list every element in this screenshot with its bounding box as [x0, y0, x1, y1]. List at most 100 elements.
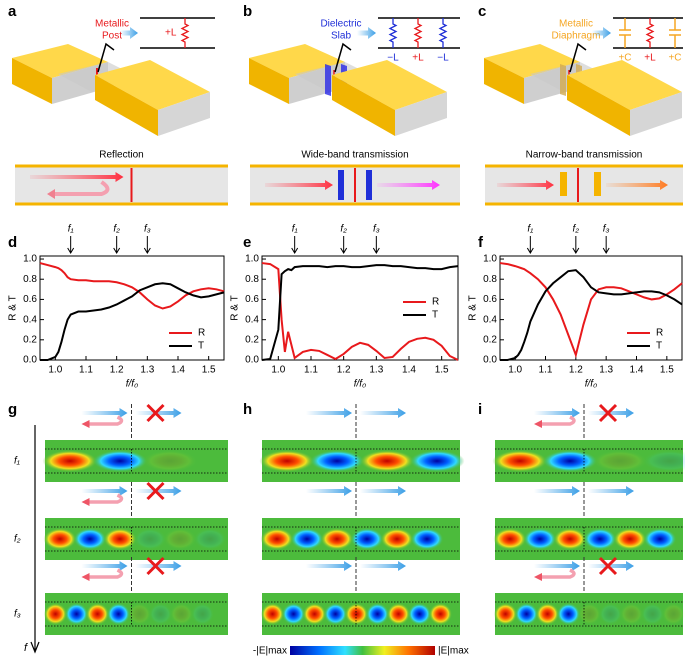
field-lobe [309, 450, 365, 472]
element-label: −L [387, 53, 399, 64]
element-label: +L [412, 53, 424, 64]
arrow-head [81, 498, 90, 506]
line-series [39, 262, 225, 310]
waveguide-side [332, 75, 395, 136]
reflected-arrow [542, 415, 576, 426]
insert-label: Slab [331, 31, 351, 42]
x-tick-label: 1.2 [337, 365, 351, 376]
field-lobe [142, 450, 198, 472]
x-tick-label: 1.5 [660, 365, 674, 376]
marker-arrow [67, 236, 75, 254]
inductor [180, 18, 190, 48]
element-label: −L [437, 53, 449, 64]
arrow [135, 561, 182, 571]
marker-arrow [113, 236, 121, 254]
line-series [500, 269, 683, 361]
arrow-head [81, 420, 90, 428]
marker-label: f₂ [573, 224, 580, 235]
arrow [497, 180, 554, 190]
field-lobe [583, 528, 617, 550]
arrow [265, 180, 333, 190]
legend-label: T [656, 341, 662, 352]
arrow [534, 561, 580, 571]
legend-label: R [432, 297, 439, 308]
marker-arrow [572, 236, 580, 254]
field-lobe [410, 528, 444, 550]
field-lobe [386, 603, 411, 625]
field-map [42, 440, 228, 482]
caption: Narrow-band transmission [526, 150, 643, 161]
arrow [30, 172, 124, 182]
block-cross [598, 556, 618, 576]
marker-arrow [143, 236, 151, 254]
marker-label: f₁ [527, 224, 533, 235]
waveguide-top [567, 60, 682, 110]
colorbar-min-label: -|E|max [253, 646, 287, 657]
x-tick-label: 1.4 [171, 365, 185, 376]
marker-label: f₃ [373, 224, 380, 235]
field-lobe [409, 450, 465, 472]
legend-label: R [198, 328, 205, 339]
marker-label: f₃ [144, 224, 151, 235]
frequency-label: f₁ [14, 456, 20, 467]
arrow-head [534, 573, 542, 581]
colorbar-max-label: |E|max [438, 646, 469, 657]
x-tick-label: 1.0 [271, 365, 285, 376]
y-tick-label: 0.0 [23, 355, 37, 366]
x-axis-label: f/f₀ [354, 379, 367, 390]
x-tick-label: 1.5 [435, 365, 449, 376]
field-lobe [407, 603, 432, 625]
field-lobe [640, 603, 665, 625]
marker-label: f₁ [292, 224, 298, 235]
x-tick-label: 1.3 [369, 365, 383, 376]
field-lobe [127, 603, 152, 625]
x-axis-label: f/f₀ [126, 379, 139, 390]
field-lobe [514, 603, 539, 625]
frequency-axis [30, 425, 40, 654]
field-lobe [106, 603, 131, 625]
waveguide-end [158, 92, 210, 136]
field-lobe [344, 603, 369, 625]
legend-label: R [656, 328, 663, 339]
arrow [135, 408, 182, 418]
arrow [360, 408, 406, 418]
field-lobe [643, 528, 677, 550]
field-lobe [92, 450, 148, 472]
field-lobe [428, 603, 453, 625]
marker-arrow [372, 236, 380, 254]
arrow [135, 486, 182, 496]
field-lobe [190, 603, 215, 625]
x-tick-label: 1.3 [599, 365, 613, 376]
panel-label: h [243, 401, 252, 418]
field-lobe [260, 528, 294, 550]
field-lobe [493, 528, 527, 550]
arrow [606, 180, 668, 190]
x-axis-label: f/f₀ [585, 379, 598, 390]
field-lobe [592, 450, 648, 472]
panel-label: d [8, 234, 17, 251]
panel-label: c [478, 3, 486, 20]
y-tick-label: 0.2 [23, 334, 37, 345]
caption: Reflection [99, 150, 143, 161]
y-tick-label: 0.2 [245, 334, 259, 345]
waveguide-top [249, 44, 345, 78]
reflected-arrow [89, 493, 124, 504]
field-map [259, 440, 465, 482]
x-tick-label: 1.1 [539, 365, 553, 376]
marker-label: f₂ [113, 224, 120, 235]
y-tick-label: 1.0 [245, 254, 259, 265]
x-tick-label: 1.4 [402, 365, 416, 376]
plot-frame [499, 255, 683, 361]
reflected-arrow [89, 568, 124, 579]
marker-label: f₂ [340, 224, 347, 235]
field-lobe [323, 603, 348, 625]
x-tick-label: 1.2 [569, 365, 583, 376]
waveguide-end [395, 92, 447, 136]
arrow [588, 486, 634, 496]
y-tick-label: 0.8 [23, 274, 37, 285]
y-tick-label: 0.4 [23, 314, 37, 325]
y-tick-label: 0.8 [245, 274, 259, 285]
reflected-arrow [55, 180, 110, 196]
block-cross [146, 403, 165, 423]
field-map [493, 518, 683, 560]
